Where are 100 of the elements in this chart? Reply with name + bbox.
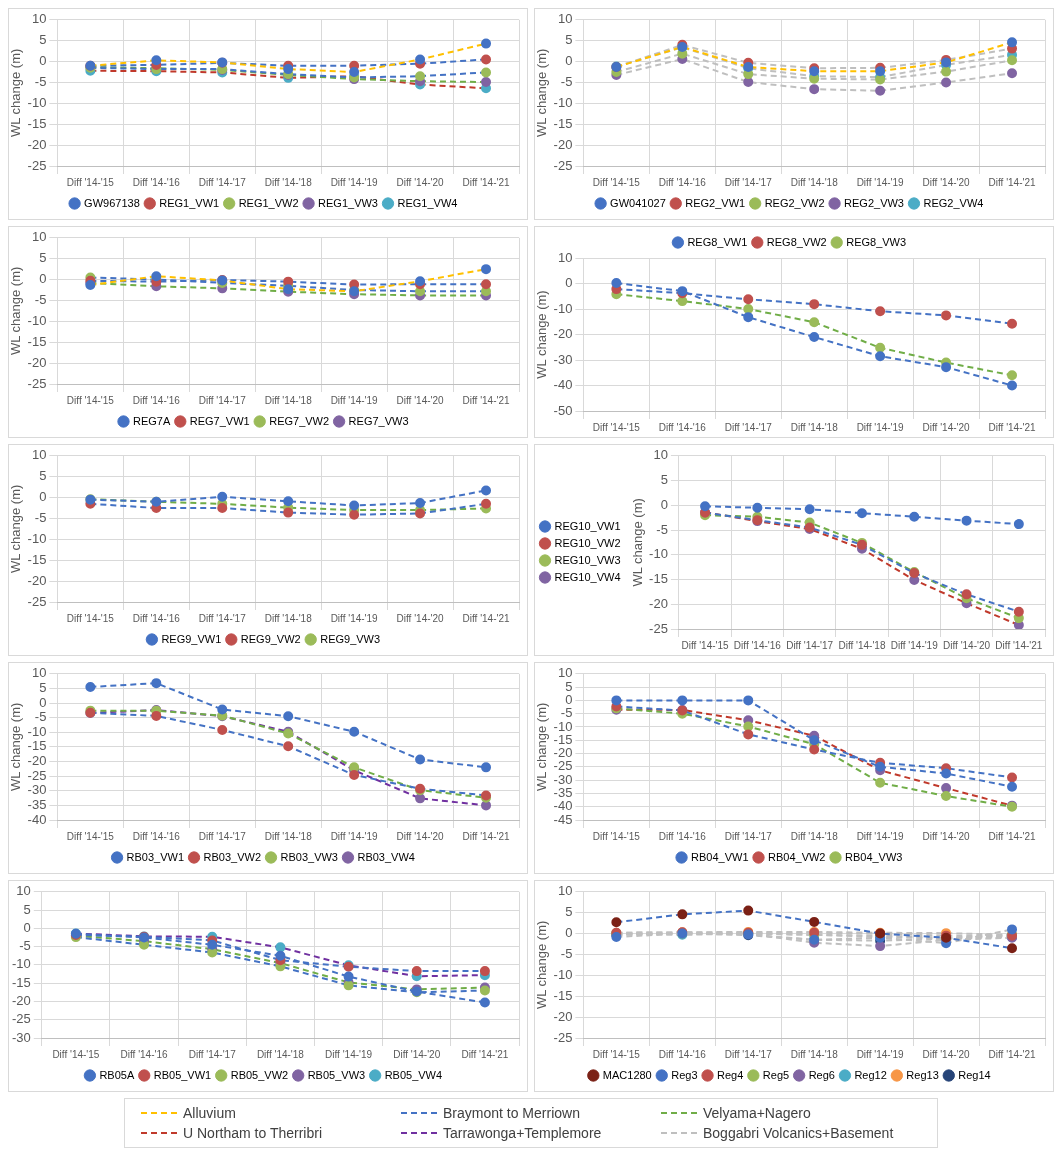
legend-label: REG7A	[132, 414, 171, 427]
x-tick-label: Diff '14-'19	[856, 830, 905, 842]
x-tick-label: Diff '14-'18	[264, 394, 313, 406]
y-axis-title: WL change (m)	[629, 498, 645, 587]
y-tick-label: -15	[27, 333, 47, 349]
x-tick-label: Diff '14-'16	[132, 830, 181, 842]
x-tick-label: Diff '14-'15	[681, 639, 729, 651]
y-tick-label: 10	[653, 447, 668, 463]
y-tick-label: 5	[39, 468, 47, 484]
y-tick-label: -15	[27, 551, 47, 567]
x-tick-label: Diff '14-'17	[188, 1048, 237, 1060]
x-tick-label: Diff '14-'15	[66, 176, 115, 188]
x-tick-label: Diff '14-'16	[132, 176, 181, 188]
legend-label: REG8_VW1	[687, 235, 748, 248]
y-tick-label: -40	[553, 798, 573, 814]
y-tick-label: 5	[23, 901, 31, 917]
y-tick-label: 10	[31, 665, 47, 681]
y-tick-label: -5	[34, 74, 47, 90]
y-tick-label: -25	[27, 157, 47, 173]
y-tick-label: 5	[39, 680, 47, 695]
legend-label: REG10_VW1	[554, 519, 621, 532]
x-tick-label: Diff '14-'18	[264, 176, 313, 188]
y-tick-label: -25	[553, 1029, 573, 1045]
y-tick-label: -25	[649, 620, 668, 636]
y-tick-label: -20	[553, 745, 573, 761]
x-tick-label: Diff '14-'21	[462, 394, 510, 406]
x-tick-label: Diff '14-'17	[786, 639, 834, 651]
y-tick-label: -45	[553, 811, 573, 827]
legend-label: REG2_VW2	[764, 196, 825, 209]
y-tick-label: -10	[553, 718, 573, 734]
x-tick-label: Diff '14-'19	[330, 830, 379, 842]
y-tick-label: 0	[565, 53, 573, 69]
x-tick-label: Diff '14-'16	[132, 612, 181, 624]
x-tick-label: Diff '14-'17	[198, 176, 247, 188]
legend-label: Reg3	[671, 1068, 698, 1081]
legend-label: RB04_VW2	[768, 850, 826, 863]
x-tick-label: Diff '14-'20	[922, 176, 971, 188]
x-tick-label: Diff '14-'16	[733, 639, 782, 651]
y-tick-label: -10	[553, 300, 573, 316]
x-tick-label: Diff '14-'19	[325, 1048, 373, 1060]
y-tick-label: 0	[39, 271, 47, 287]
legend-label: REG7_VW2	[269, 414, 330, 427]
y-tick-label: -5	[34, 510, 47, 526]
y-axis-title: WL change (m)	[534, 290, 550, 379]
x-tick-label: Diff '14-'19	[856, 421, 905, 433]
y-tick-label: -5	[560, 946, 573, 962]
legend-label: RB03_VW4	[357, 850, 415, 863]
y-tick-label: -10	[649, 546, 668, 562]
legend-label: Reg12	[854, 1068, 887, 1081]
category-label: Boggabri Volcanics+Basement	[703, 1125, 894, 1141]
y-tick-label: -5	[560, 74, 573, 90]
y-tick-label: -25	[553, 758, 573, 774]
y-tick-label: 5	[565, 678, 573, 694]
x-tick-label: Diff '14-'17	[724, 421, 773, 433]
x-tick-label: Diff '14-'21	[988, 421, 1036, 433]
y-tick-label: 5	[39, 250, 47, 266]
x-tick-label: Diff '14-'19	[890, 639, 939, 651]
legend-label: Reg6	[808, 1068, 835, 1081]
legend-label: Reg14	[958, 1068, 991, 1081]
x-tick-label: Diff '14-'20	[396, 830, 445, 842]
y-tick-label: 10	[557, 665, 573, 681]
legend-label: REG9_VW3	[320, 632, 381, 645]
legend-label: MAC1280	[602, 1068, 652, 1081]
y-tick-label: -25	[27, 593, 47, 609]
x-tick-label: Diff '14-'15	[52, 1048, 100, 1060]
legend-label: REG9_VW2	[240, 632, 301, 645]
legend-label: Reg5	[762, 1068, 790, 1081]
y-tick-label: -25	[553, 157, 573, 173]
y-tick-label: 10	[31, 11, 47, 27]
x-tick-label: Diff '14-'16	[658, 830, 707, 842]
legend-label: RB04_VW3	[844, 850, 903, 863]
x-tick-label: Diff '14-'18	[264, 830, 313, 842]
legend-label: RB03_VW2	[203, 850, 262, 863]
y-tick-label: -15	[27, 115, 47, 131]
y-tick-label: -30	[11, 1029, 31, 1045]
legend-label: REG10_VW2	[554, 536, 621, 549]
legend-label: GW967138	[84, 196, 140, 209]
x-tick-label: Diff '14-'15	[66, 830, 115, 842]
x-tick-label: Diff '14-'20	[396, 612, 445, 624]
y-tick-label: -5	[560, 705, 573, 721]
x-tick-label: Diff '14-'20	[943, 639, 991, 651]
y-tick-label: -5	[19, 938, 31, 954]
y-axis-title: WL change (m)	[8, 48, 24, 138]
y-tick-label: 0	[565, 691, 573, 707]
legend-label: RB05_VW4	[384, 1068, 443, 1081]
x-tick-label: Diff '14-'21	[461, 1048, 509, 1060]
y-tick-label: 0	[565, 275, 573, 291]
category-label: U Northam to Therribri	[183, 1125, 323, 1141]
legend-label: REG8_VW3	[846, 235, 907, 248]
y-axis-title: WL change (m)	[8, 702, 24, 792]
y-tick-label: -5	[656, 521, 668, 537]
x-tick-label: Diff '14-'16	[658, 176, 707, 188]
y-tick-label: 0	[23, 919, 31, 935]
y-tick-label: -25	[11, 1011, 31, 1027]
y-axis-title: WL change (m)	[8, 266, 24, 356]
x-tick-label: Diff '14-'21	[462, 830, 510, 842]
category-label: Braymont to Merriown	[443, 1105, 580, 1121]
x-tick-label: Diff '14-'20	[396, 176, 445, 188]
y-tick-label: -10	[27, 530, 47, 546]
x-tick-label: Diff '14-'18	[790, 830, 839, 842]
